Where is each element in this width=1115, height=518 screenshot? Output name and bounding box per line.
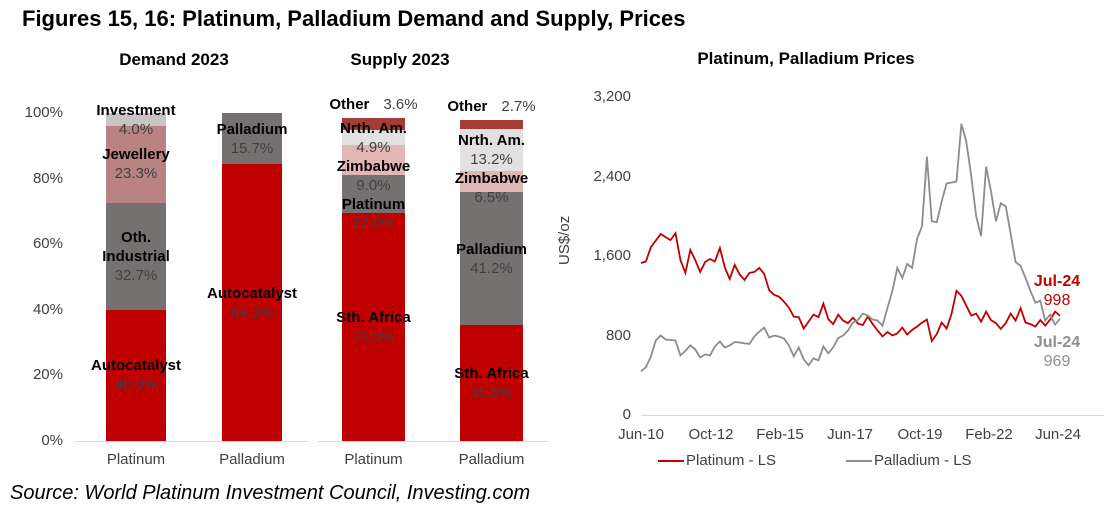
y-axis-tick-label: 1,600: [593, 247, 631, 264]
bar-segment-label-palladium: Palladium 41.2%: [456, 240, 527, 277]
bar-segment-label-zimbabwe: Zimbabwe 9.0%: [336, 157, 411, 194]
bar-segment-label-nrth-am: Nrth. Am. 4.9%: [340, 119, 407, 156]
bar-segment-demand-platinum-oth-industrial: [106, 202, 166, 310]
x-axis-tick-label: Jun-10: [618, 426, 664, 443]
y-axis-tick-label: 100%: [24, 104, 63, 121]
x-axis-tick-label: Oct-12: [688, 426, 734, 443]
bar-segment-supply-platinum-platinum: [342, 174, 405, 214]
bar-segment-supply-palladium-palladium: [460, 192, 523, 326]
x-axis-category-label: Palladium: [458, 451, 525, 468]
x-axis-category-label: Palladium: [219, 451, 285, 468]
x-axis-tick-label: Oct-19: [897, 426, 943, 443]
legend-label: Palladium - LS: [874, 452, 972, 469]
bar-segment-demand-platinum-autocatalyst: [106, 309, 166, 441]
figure-title: Figures 15, 16: Platinum, Palladium Dema…: [22, 6, 686, 31]
bar-segment-supply-palladium-zimbabwe: [460, 171, 523, 193]
bar-segment-supply-platinum-sth-africa: [342, 213, 405, 441]
y-axis-tick-label: 800: [605, 326, 631, 344]
bar-segment-supply-palladium-nrth-am: [460, 128, 523, 172]
bar-segment-demand-palladium-palladium: [222, 113, 282, 165]
x-axis-category-label: Platinum: [344, 451, 403, 468]
source-note: Source: World Platinum Investment Counci…: [10, 482, 531, 504]
bar-segment-label-autocatalyst: Autocatalyst 84.3%: [206, 284, 298, 321]
bar-segment-supply-palladium-other: [460, 119, 523, 129]
series-end-annotation-palladium: Jul-24 969: [1033, 334, 1081, 370]
bar-segment-label-zimbabwe: Zimbabwe 6.5%: [454, 169, 529, 206]
bar-segment-label-palladium: Palladium 15.7%: [216, 120, 288, 157]
bar-segment-label-autocatalyst: Autocatalyst 40.0%: [90, 357, 182, 394]
y-axis-tick-label: 80%: [32, 169, 63, 187]
demand-chart-title: Demand 2023: [119, 50, 229, 69]
bar-segment-supply-platinum-other: [342, 118, 405, 130]
x-axis-line: [74, 441, 308, 442]
x-axis-category-label: Platinum: [106, 451, 166, 468]
bar-segment-label-investment: Investment 4.0%: [96, 101, 176, 138]
supply-chart-title: Supply 2023: [350, 50, 450, 69]
bar-outside-label-other: Other 3.6%: [329, 96, 418, 113]
y-axis-tick-label: 2,400: [593, 167, 631, 185]
legend-item-platinum-ls: Platinum - LS: [658, 452, 776, 469]
y-axis-tick-label: 3,200: [593, 88, 631, 105]
y-axis-tick-label: 40%: [32, 300, 63, 318]
x-axis-line: [318, 441, 548, 442]
legend-line-swatch: [658, 459, 684, 462]
legend-item-palladium-ls: Palladium - LS: [846, 452, 972, 469]
bar-segment-supply-palladium-sth-africa: [460, 325, 523, 441]
bar-segment-demand-platinum-jewellery: [106, 126, 166, 203]
x-axis-tick-label: Feb-15: [756, 426, 804, 443]
bar-segment-label-sth-africa: Sth. Africa 35.8%: [454, 365, 529, 402]
y-axis-tick-label: 60%: [32, 235, 63, 253]
bar-outside-label-other: Other 2.7%: [447, 97, 536, 115]
prices-chart-title: Platinum, Palladium Prices: [697, 49, 915, 68]
legend-label: Platinum - LS: [686, 452, 777, 469]
y-axis-tick-label: 0: [622, 406, 631, 423]
bar-segment-label-jewellery: Jewellery 23.3%: [102, 146, 170, 183]
bar-segment-supply-platinum-zimbabwe: [342, 145, 405, 175]
price-line-platinum-ls: [640, 230, 1061, 344]
bar-segment-label-nrth-am: Nrth. Am. 13.2%: [458, 131, 525, 168]
legend-line-swatch: [846, 459, 872, 462]
bar-segment-label-sth-africa: Sth. Africa 70.5%: [336, 309, 411, 346]
x-axis-line: [641, 415, 1104, 416]
bar-segment-supply-platinum-nrth-am: [342, 129, 405, 146]
x-axis-tick-label: Jun-17: [827, 426, 873, 443]
bar-segment-label-oth-industrial: Oth. Industrial 32.7%: [102, 228, 170, 284]
price-line-palladium-ls: [640, 123, 1061, 372]
x-axis-tick-label: Jun-24: [1035, 426, 1081, 443]
x-axis-tick-label: Feb-22: [965, 426, 1013, 443]
bar-segment-demand-platinum-investment: [106, 113, 166, 127]
bar-segment-label-platinum: Platinum 12.0%: [341, 195, 406, 232]
bar-segment-demand-palladium-autocatalyst: [222, 164, 282, 441]
series-end-annotation-platinum: Jul-24 998: [1033, 273, 1081, 309]
y-axis-tick-label: 20%: [32, 366, 63, 384]
y-axis-tick-label: 0%: [41, 432, 63, 449]
